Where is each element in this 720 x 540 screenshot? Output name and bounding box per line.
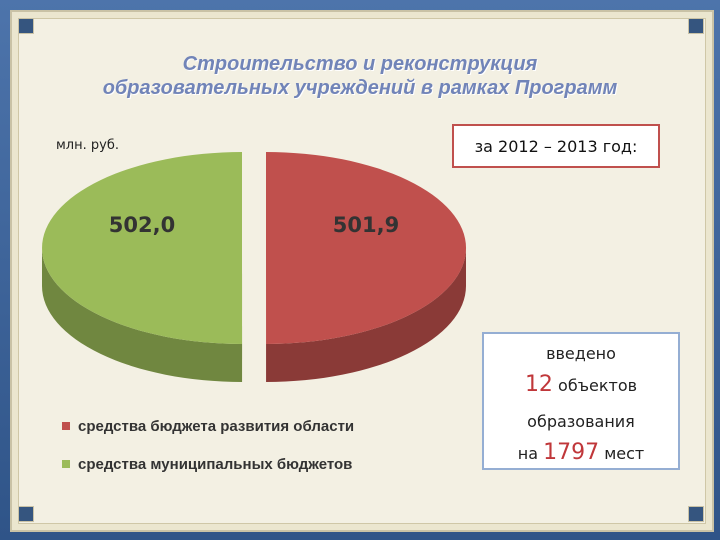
legend-swatch-regional [62,422,70,430]
data-label-regional: 501,9 [333,213,399,237]
info-line-1: введено [546,344,616,363]
pie-slice-side-regional [266,247,466,382]
data-label-municipal: 502,0 [109,213,175,237]
seats-suffix: мест [604,444,645,463]
legend-item-municipal: средства муниципальных бюджетов [62,454,354,474]
info-line-3: образования [527,412,635,431]
corner-ornament-bottom-right [688,506,704,522]
legend-label-regional: средства бюджета развития области [78,417,355,435]
pie-slice-regional [266,151,467,344]
legend-swatch-municipal [62,460,70,468]
corner-ornament-top-left [18,18,34,34]
corner-ornament-top-right [688,18,704,34]
info-line-4: на 1797 мест [484,440,678,465]
legend-item-regional: средства бюджета развития области [62,416,354,436]
slide-title: Строительство и реконструкция образовате… [40,52,680,100]
objects-count: 12 [524,372,553,397]
info-line-2: 12 объектов [484,372,678,397]
corner-ornament-bottom-left [18,506,34,522]
legend-label-municipal: средства муниципальных бюджетов [78,455,353,473]
chart-legend: средства бюджета развития области средст… [62,416,354,492]
info-box: введено 12 объектов образования на 1797 … [482,332,680,470]
title-line-1: Строительство и реконструкция [182,53,538,75]
period-label: за 2012 – 2013 год: [474,136,638,156]
title-line-2: образовательных учреждений в рамках Прог… [102,77,618,99]
seats-count: 1797 [543,440,600,465]
pie-slice-municipal [42,152,243,345]
objects-count-suffix: объектов [558,376,638,395]
pie-slice-side-municipal [42,248,243,383]
seats-prefix: на [517,444,539,463]
period-box: за 2012 – 2013 год: [452,124,660,168]
unit-label: млн. руб. [56,138,119,153]
